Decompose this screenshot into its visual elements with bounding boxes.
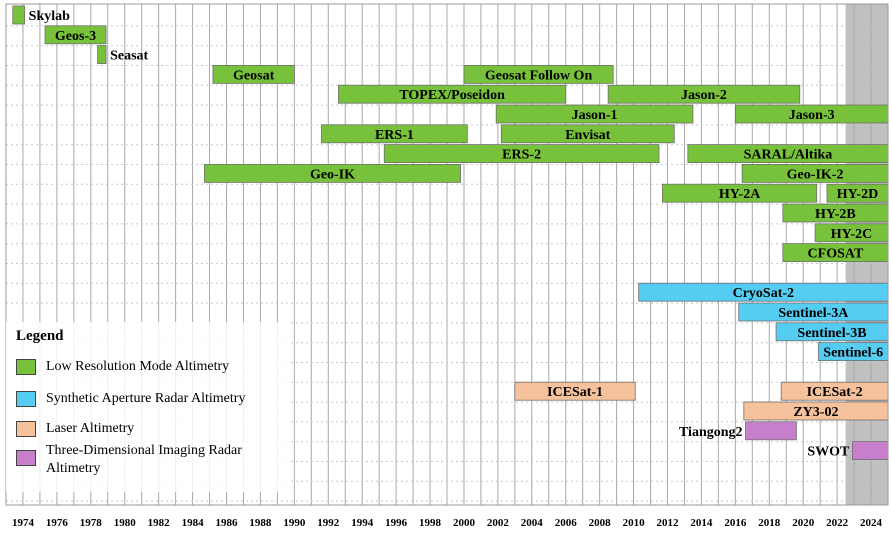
x-tick-label: 2000	[453, 517, 476, 529]
legend-item-laser: Laser Altimetry	[16, 420, 286, 438]
x-tick-label: 2006	[555, 517, 578, 529]
x-tick-label: 1996	[385, 517, 408, 529]
bar-geos-3	[44, 25, 107, 45]
bar-label-icesat-2: ICESat-2	[807, 385, 863, 400]
legend-swatch-sar	[16, 391, 36, 407]
x-tick-label: 2020	[792, 517, 815, 529]
bar-label-topex-poseidon: TOPEX/Poseidon	[399, 88, 505, 103]
bar-label-cfosat: CFOSAT	[808, 247, 864, 262]
bar-label-icesat-1: ICESat-1	[547, 385, 603, 400]
legend-swatch-imaging-radar	[16, 450, 36, 466]
bar-label-sentinel-3a: Sentinel-3A	[778, 306, 849, 321]
bar-label-hy-2d: HY-2D	[837, 187, 879, 202]
bar-label-geo-ik-2: Geo-IK-2	[787, 167, 844, 182]
legend-swatch-laser	[16, 421, 36, 437]
legend-label-sar: Synthetic Aperture Radar Altimetry	[46, 391, 246, 406]
bar-label-hy-2a: HY-2A	[719, 187, 761, 202]
x-tick-label: 2012	[657, 517, 680, 529]
bar-ers-2	[383, 144, 660, 164]
x-tick-label: 1986	[216, 517, 239, 529]
x-tick-label: 1974	[12, 517, 35, 529]
x-tick-label: 1994	[351, 517, 374, 529]
x-tick-label: 2002	[487, 517, 510, 529]
bar-label-jason-1: Jason-1	[572, 108, 618, 123]
bar-label-saral-altika: SARAL/Altika	[744, 148, 833, 163]
x-tick-label: 1998	[419, 517, 442, 529]
x-tick-label: 2010	[623, 517, 646, 529]
bar-label-cryosat-2: CryoSat-2	[733, 286, 794, 301]
bar-label-geo-ik: Geo-IK	[310, 167, 355, 182]
bar-envisat	[500, 124, 675, 144]
x-tick-label: 1978	[80, 517, 103, 529]
bar-geosat	[212, 65, 295, 84]
bar-label-jason-2: Jason-2	[681, 88, 727, 103]
bar-label-hy-2b: HY-2B	[815, 207, 856, 222]
bar-label-ers-1: ERS-1	[375, 128, 414, 143]
x-tick-label: 1992	[317, 517, 340, 529]
bar-label-seasat: Seasat	[110, 49, 148, 64]
bar-label-zy3-02: ZY3-02	[793, 405, 838, 420]
bar-geo-ik	[204, 163, 461, 183]
x-tick-label: 2008	[589, 517, 612, 529]
bar-skylab	[12, 5, 26, 25]
bar-seasat	[97, 45, 107, 64]
bar-label-tiangong2: Tiangong2	[679, 425, 743, 440]
bar-jason-2	[607, 84, 801, 104]
x-tick-label: 1988	[249, 517, 272, 529]
legend-item-sar: Synthetic Aperture Radar Altimetry	[16, 390, 286, 408]
bar-label-sentinel-6: Sentinel-6	[823, 346, 883, 361]
bar-topex-poseidon	[338, 84, 567, 104]
x-tick-label: 1990	[283, 517, 306, 529]
bar-geosat-follow-on	[463, 65, 614, 84]
x-tick-label: 2014	[690, 517, 713, 529]
bar-label-envisat: Envisat	[565, 128, 610, 143]
bar-label-ers-2: ERS-2	[502, 148, 541, 163]
legend-swatch-low-resolution	[16, 359, 36, 375]
x-tick-label: 2022	[826, 517, 849, 529]
x-tick-label: 2004	[521, 517, 544, 529]
legend-label-low-resolution: Low Resolution Mode Altimetry	[46, 359, 230, 374]
x-tick-label: 2024	[860, 517, 883, 529]
x-tick-label: 1976	[46, 517, 69, 529]
legend: Legend Low Resolution Mode Altimetry Syn…	[6, 322, 290, 492]
bar-label-hy-2c: HY-2C	[831, 227, 873, 242]
legend-label-imaging-radar: Three-Dimensional Imaging Radar Altimetr…	[46, 443, 242, 476]
bar-label-geos-3: Geos-3	[55, 29, 96, 44]
plot-frame	[5, 3, 889, 506]
bar-swot	[851, 441, 889, 461]
bar-tiangong2	[745, 421, 797, 441]
bar-jason-1	[495, 104, 694, 124]
bar-label-geosat-follow-on: Geosat Follow On	[485, 68, 593, 83]
bar-hy-2a	[662, 183, 818, 203]
x-tick-label: 2018	[758, 517, 781, 529]
legend-item-low-resolution: Low Resolution Mode Altimetry	[16, 358, 286, 376]
bar-label-sentinel-3b: Sentinel-3B	[797, 326, 866, 341]
legend-title: Legend	[16, 328, 64, 344]
bar-label-geosat: Geosat	[233, 68, 275, 83]
legend-label-laser: Laser Altimetry	[46, 421, 135, 436]
bar-label-skylab: Skylab	[29, 9, 70, 24]
bar-icesat-1	[514, 381, 636, 401]
x-tick-label: 1980	[114, 517, 137, 529]
bar-ers-1	[321, 124, 468, 144]
x-tick-label: 1984	[182, 517, 205, 529]
x-tick-label: 1982	[148, 517, 171, 529]
x-tick-label: 2016	[724, 517, 747, 529]
legend-item-imaging-radar: Three-Dimensional Imaging Radar Altimetr…	[16, 442, 286, 478]
bar-label-jason-3: Jason-3	[789, 108, 835, 123]
bar-label-swot: SWOT	[807, 445, 850, 460]
